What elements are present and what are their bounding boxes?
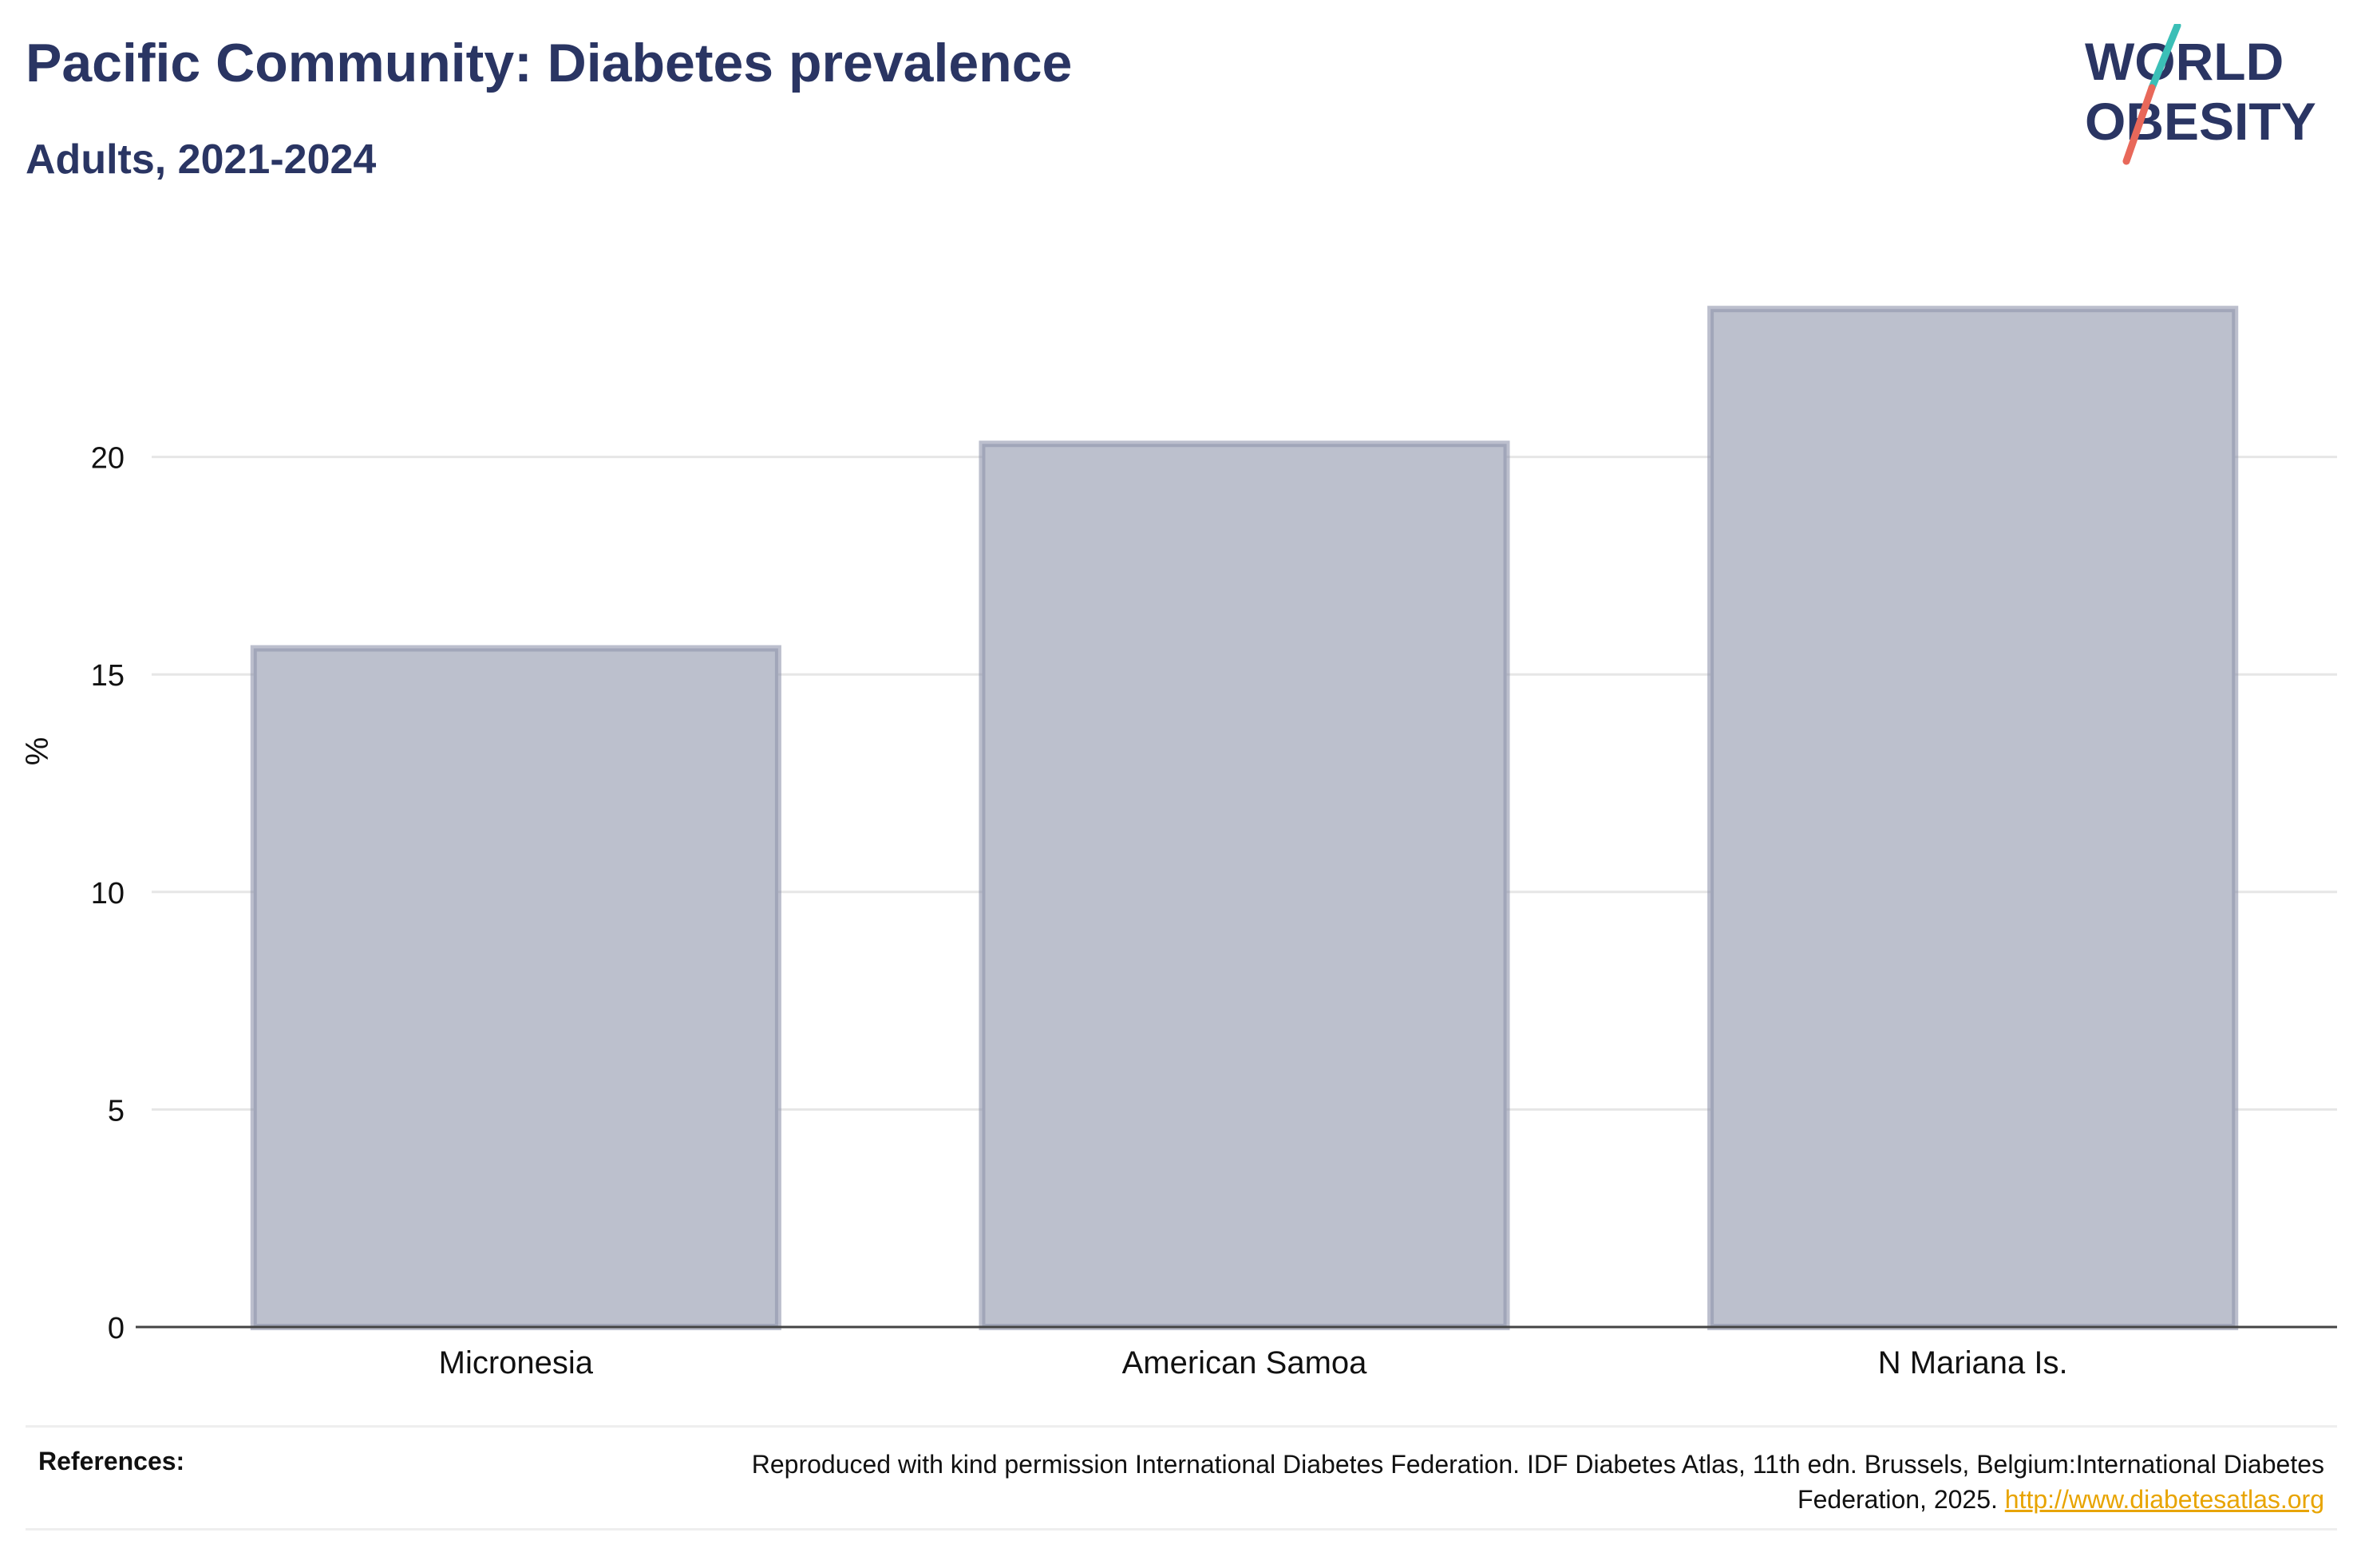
chart-title: Pacific Community: Diabetes prevalence: [26, 33, 1073, 93]
world-obesity-logo: WORLD OBESITY: [2085, 24, 2316, 165]
logo-slash-teal: [2148, 24, 2181, 92]
chart-subtitle: Adults, 2021-2024: [26, 136, 377, 183]
x-axis-tick-labels: Micronesia American Samoa N Mariana Is.: [439, 1345, 2068, 1380]
logo-slash-coral: [2122, 84, 2156, 165]
y-axis-label: %: [20, 737, 55, 766]
references-citation: Reproduced with kind permission Internat…: [751, 1450, 2324, 1514]
bar-chart: 0 5 10 15 20 Micronesia American Samoa N Maria…: [20, 306, 2337, 1380]
references-link[interactable]: http://www.diabetesatlas.org: [2004, 1485, 2324, 1514]
x-tick-label: N Mariana Is.: [1878, 1345, 2068, 1380]
references-section: References: Reproduced with kind permiss…: [26, 1425, 2337, 1530]
references-label: References:: [38, 1447, 185, 1475]
x-tick-label: Micronesia: [439, 1345, 594, 1380]
bar: [979, 440, 1510, 1330]
bars: [250, 306, 2239, 1330]
y-tick-label: 15: [91, 659, 125, 693]
references-text-block: Reproduced with kind permission Internat…: [688, 1447, 2324, 1517]
y-axis-tick-labels: 0 5 10 15 20: [91, 442, 125, 1345]
y-tick-label: 10: [91, 877, 125, 910]
bar: [1707, 306, 2239, 1330]
logo-line-2: OBESITY: [2085, 92, 2316, 151]
y-tick-label: 5: [108, 1094, 125, 1128]
logo-line-1: WORLD: [2085, 32, 2284, 91]
y-tick-label: 0: [108, 1312, 125, 1345]
x-tick-label: American Samoa: [1122, 1345, 1368, 1380]
bar: [250, 645, 781, 1330]
y-tick-label: 20: [91, 442, 125, 476]
